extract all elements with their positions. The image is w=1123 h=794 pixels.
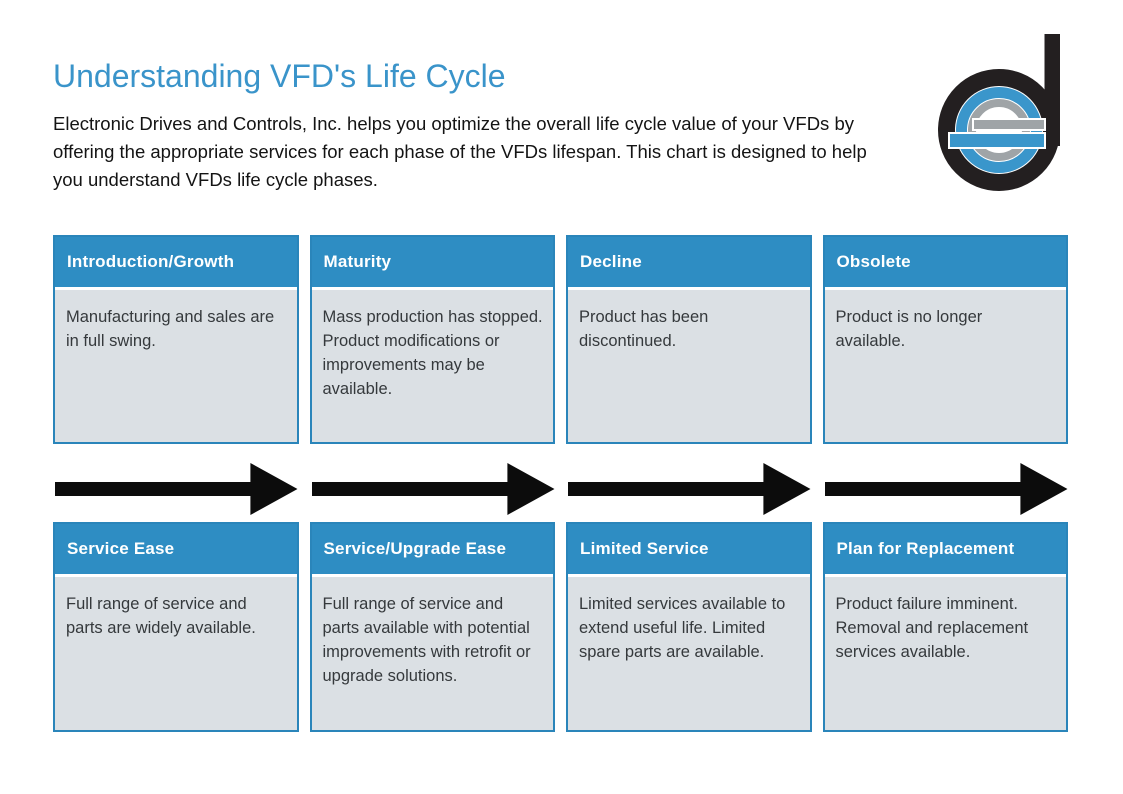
card-header: Obsolete xyxy=(824,237,1066,290)
card-description: Full range of service and parts availabl… xyxy=(322,595,531,685)
card-description: Mass production has stopped. Product mod… xyxy=(322,308,543,398)
logo-letter-e xyxy=(968,99,1046,161)
edc-logo xyxy=(938,34,1060,191)
logo-blue-bar xyxy=(948,132,1046,149)
card-header: Limited Service xyxy=(568,524,810,577)
lifecycle-board: Introduction/Growth Manufacturing and sa… xyxy=(53,235,1068,732)
card-obsolete: Obsolete Product is no longer available. xyxy=(822,235,1068,444)
card-description: Product is no longer available. xyxy=(835,308,983,350)
card-decline: Decline Product has been discontinued. xyxy=(566,235,812,444)
intro-paragraph: Electronic Drives and Controls, Inc. hel… xyxy=(53,113,867,190)
card-description: Product failure imminent. Removal and re… xyxy=(835,595,1029,661)
card-header: Service/Upgrade Ease xyxy=(311,524,553,577)
card-description: Manufacturing and sales are in full swin… xyxy=(66,308,275,350)
card-plan-for-replacement: Plan for Replacement Product failure imm… xyxy=(822,522,1068,732)
page-title: Understanding VFD's Life Cycle xyxy=(53,58,506,94)
card-header: Plan for Replacement xyxy=(824,524,1066,577)
card-maturity: Maturity Mass production has stopped. Pr… xyxy=(309,235,555,444)
card-description: Limited services available to extend use… xyxy=(579,595,786,661)
card-header: Maturity xyxy=(311,237,553,290)
logo-letter-d xyxy=(938,34,1060,191)
card-limited-service: Limited Service Limited services availab… xyxy=(566,522,812,732)
card-service-upgrade-ease: Service/Upgrade Ease Full range of servi… xyxy=(309,522,555,732)
card-description: Full range of service and parts are wide… xyxy=(66,595,256,637)
card-header: Introduction/Growth xyxy=(55,237,297,290)
arrow-right-icon xyxy=(823,444,1069,522)
card-header: Service Ease xyxy=(55,524,297,577)
card-service-ease: Service Ease Full range of service and p… xyxy=(53,522,299,732)
card-description: Product has been discontinued. xyxy=(579,308,709,350)
arrow-right-icon xyxy=(53,444,299,522)
arrow-right-icon xyxy=(566,444,812,522)
arrow-right-icon xyxy=(310,444,556,522)
card-header: Decline xyxy=(568,237,810,290)
card-introduction-growth: Introduction/Growth Manufacturing and sa… xyxy=(53,235,299,444)
